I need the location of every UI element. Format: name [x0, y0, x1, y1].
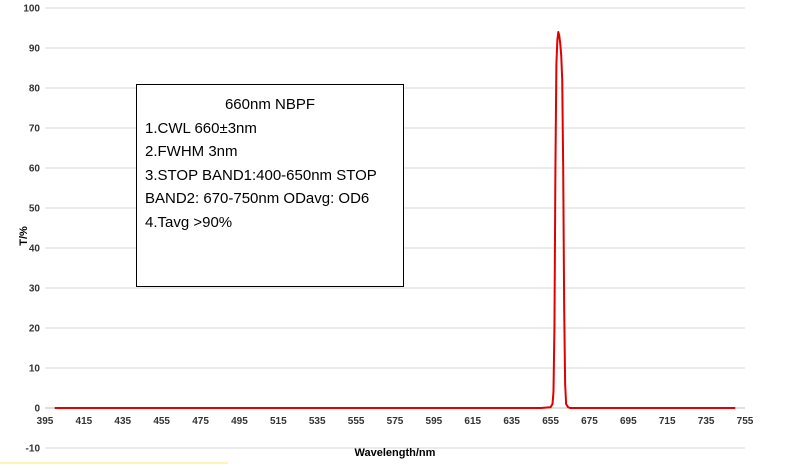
y-tick-label: 20 [29, 324, 41, 335]
decorative-strip [0, 462, 228, 464]
y-tick-label: 30 [29, 284, 41, 295]
y-tick-label: 100 [23, 4, 40, 15]
specification-box: 660nm NBPF 1.CWL 660±3nm 2.FWHM 3nm 3.ST… [136, 84, 404, 287]
spec-title: 660nm NBPF [224, 96, 316, 113]
x-tick-label: 595 [426, 416, 443, 427]
x-tick-labels: 395 415 435 455 475 495 515 535 555 575 595 615 635 6… [37, 416, 754, 427]
x-tick-label: 555 [348, 416, 365, 427]
y-tick-label: 80 [29, 84, 41, 95]
x-tick-label: 755 [737, 416, 754, 427]
x-tick-label: 515 [270, 416, 287, 427]
x-tick-label: 715 [659, 416, 676, 427]
y-tick-label: 90 [29, 44, 41, 55]
y-tick-label: 70 [29, 124, 41, 135]
y-tick-label: 40 [29, 244, 41, 255]
spec-line-3: 3.STOP BAND1:400-650nm STOP [145, 166, 377, 184]
spec-line-5: 4.Tavg >90% [145, 213, 233, 231]
x-tick-label: 655 [542, 416, 559, 427]
transmission-curve [54, 31, 736, 409]
spec-line-2: 2.FWHM 3nm [145, 143, 238, 160]
x-tick-label: 475 [192, 416, 209, 427]
x-tick-label: 615 [464, 416, 481, 427]
x-tick-label: 635 [503, 416, 520, 427]
y-tick-label: 10 [29, 364, 41, 375]
x-tick-label: 435 [114, 416, 131, 427]
x-tick-label: 675 [581, 416, 598, 427]
y-tick-label: 50 [29, 204, 41, 215]
x-tick-label: 415 [76, 416, 93, 427]
x-tick-label: 395 [37, 416, 54, 427]
x-axis-label: Wavelength/nm [355, 447, 436, 459]
x-tick-label: 495 [231, 416, 248, 427]
x-tick-label: 575 [387, 416, 404, 427]
x-tick-label: 455 [153, 416, 170, 427]
spec-line-4: BAND2: 670-750nm ODavg: OD6 [145, 190, 370, 207]
x-tick-label: 695 [620, 416, 637, 427]
y-tick-label: 0 [34, 404, 40, 415]
x-tick-label: 735 [698, 416, 715, 427]
x-tick-label: 535 [309, 416, 326, 427]
y-tick-label: 60 [29, 164, 41, 175]
y-axis-label: T/% [18, 226, 30, 246]
spec-line-1: 1.CWL 660±3nm [145, 119, 257, 137]
y-tick-label: -10 [26, 444, 41, 455]
